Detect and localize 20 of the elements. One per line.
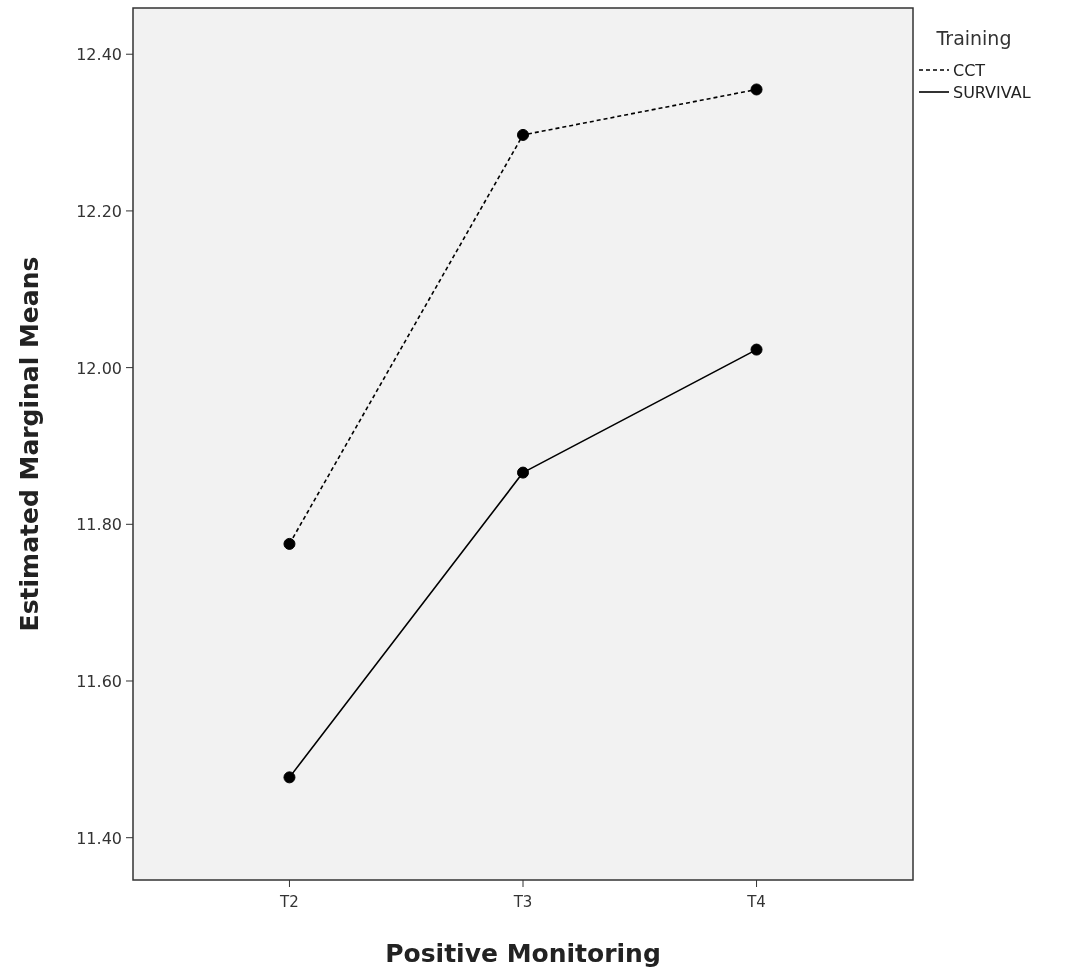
point bbox=[517, 128, 529, 141]
x-tick-label: T4 bbox=[746, 893, 766, 911]
y-tick-label: 12.00 bbox=[76, 358, 122, 378]
legend-label: SURVIVAL bbox=[953, 83, 1031, 102]
y-tick-label: 12.40 bbox=[76, 45, 122, 65]
y-tick-label: 11.60 bbox=[76, 672, 122, 691]
point bbox=[750, 343, 763, 356]
y-tick-label: 11.80 bbox=[76, 515, 122, 535]
point bbox=[283, 771, 296, 784]
point bbox=[283, 537, 296, 550]
y-tick-label: 12.20 bbox=[76, 201, 122, 221]
point bbox=[750, 83, 763, 96]
point bbox=[517, 466, 529, 479]
x-tick-label: T3 bbox=[512, 893, 533, 911]
y-tick-label: 11.40 bbox=[76, 828, 122, 848]
x-axis-title: Positive Monitoring bbox=[385, 939, 661, 968]
x-tick-label: T2 bbox=[279, 893, 299, 911]
y-axis-title: Estimated Marginal Means bbox=[15, 256, 44, 632]
legend-label: CCT bbox=[953, 61, 986, 80]
legend-title: Training bbox=[935, 27, 1012, 49]
